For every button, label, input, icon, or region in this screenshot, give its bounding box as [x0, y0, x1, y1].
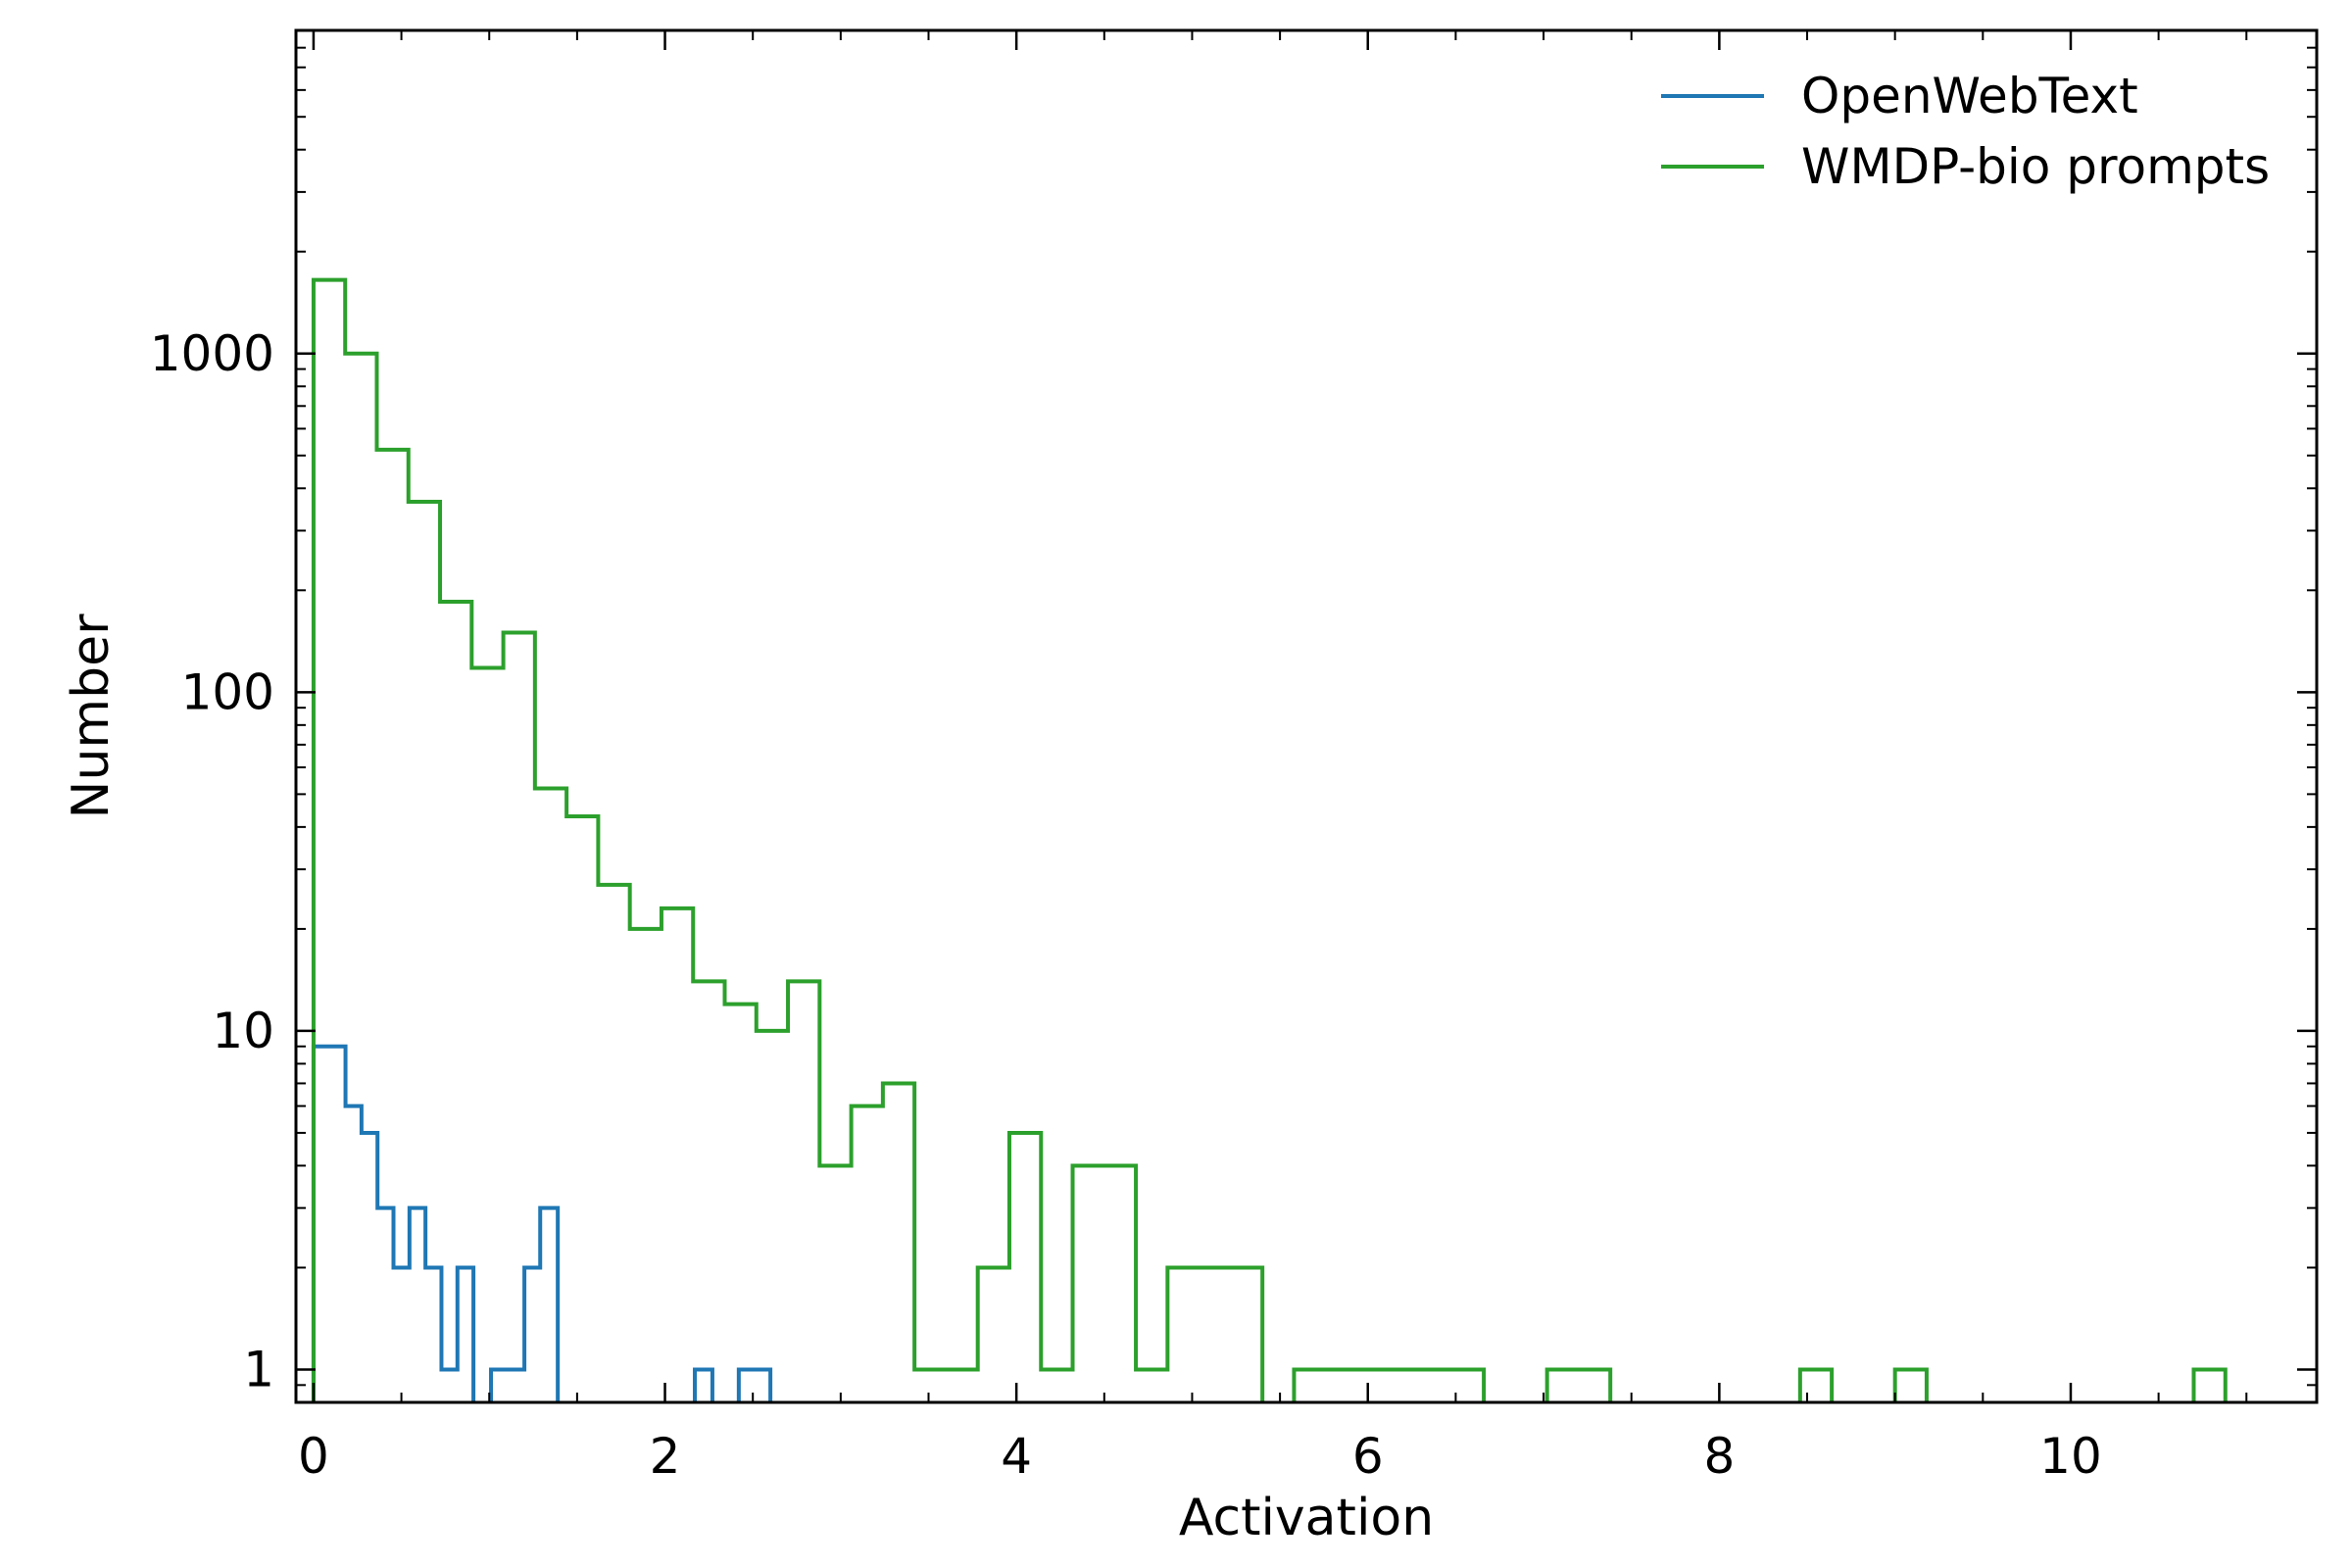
- series-line-wmdp-bio: [311, 277, 2258, 1402]
- x-tick-label: 8: [1703, 1428, 1735, 1485]
- legend: OpenWebText WMDP-bio prompts: [1661, 68, 2270, 195]
- plot-lines: [311, 277, 2258, 1402]
- plot-frame: [294, 28, 2319, 1404]
- series-line-openwebtext: [311, 1044, 803, 1402]
- y-tick-label: 10: [212, 1003, 274, 1059]
- y-tick-label: 1000: [150, 325, 274, 382]
- x-axis-label: Activation: [1179, 1489, 1434, 1547]
- y-tick-label: 1: [243, 1342, 274, 1398]
- axes: 0 2 4 6 8 10 1 10 100 1000 Activation Number: [62, 28, 2319, 1547]
- x-tick-label: 6: [1352, 1428, 1384, 1485]
- legend-label-wmdp-bio: WMDP-bio prompts: [1801, 138, 2270, 195]
- legend-label-openwebtext: OpenWebText: [1801, 68, 2138, 124]
- x-tick-label: 2: [650, 1428, 681, 1485]
- y-axis-label: Number: [62, 613, 121, 819]
- y-tick-label: 100: [181, 663, 274, 720]
- x-tick-label: 10: [2039, 1428, 2102, 1485]
- x-tick-label: 0: [298, 1428, 329, 1485]
- x-tick-label: 4: [1001, 1428, 1032, 1485]
